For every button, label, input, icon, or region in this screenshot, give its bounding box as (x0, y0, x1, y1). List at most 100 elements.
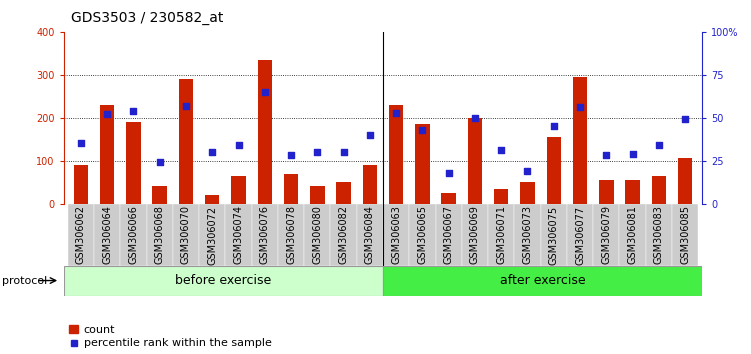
Bar (593, 204, 620, 266)
Bar (284, 173, 298, 204)
Bar (357, 204, 383, 266)
Text: GSM306067: GSM306067 (444, 205, 454, 264)
Point (207, 149, 219, 155)
Bar (436, 204, 462, 266)
Text: GSM306070: GSM306070 (181, 205, 191, 264)
Bar (146, 204, 173, 266)
Point (679, 116, 691, 122)
Point (390, 110, 402, 115)
Bar (173, 204, 199, 266)
Bar (468, 118, 482, 204)
Bar (74, 165, 88, 204)
Bar (258, 60, 272, 204)
Bar (179, 79, 193, 204)
Text: GSM306080: GSM306080 (312, 205, 322, 264)
Bar (231, 176, 246, 204)
Text: before exercise: before exercise (175, 274, 272, 287)
Bar (383, 266, 702, 296)
Point (75, 141, 87, 146)
Bar (567, 204, 593, 266)
Bar (573, 77, 587, 204)
Bar (541, 204, 567, 266)
Text: GSM306075: GSM306075 (549, 205, 559, 264)
Point (547, 124, 559, 129)
Bar (68, 204, 94, 266)
Text: GSM306076: GSM306076 (260, 205, 270, 264)
Bar (64, 266, 383, 296)
Legend: count, percentile rank within the sample: count, percentile rank within the sample (69, 325, 272, 348)
Text: GSM306085: GSM306085 (680, 205, 690, 264)
Bar (652, 176, 666, 204)
Bar (494, 189, 508, 204)
Point (101, 112, 113, 117)
Text: GSM306071: GSM306071 (496, 205, 506, 264)
Bar (520, 182, 535, 204)
Text: GSM306083: GSM306083 (654, 205, 664, 264)
Point (128, 108, 140, 114)
Text: GSM306066: GSM306066 (128, 205, 138, 264)
Point (442, 170, 454, 176)
Bar (409, 204, 436, 266)
Bar (599, 180, 614, 204)
Text: GDS3503 / 230582_at: GDS3503 / 230582_at (71, 11, 224, 25)
Point (495, 148, 507, 153)
Text: GSM306077: GSM306077 (575, 205, 585, 264)
Bar (336, 182, 351, 204)
Bar (389, 105, 403, 204)
Point (521, 168, 533, 174)
Bar (672, 204, 698, 266)
Text: GSM306064: GSM306064 (102, 205, 112, 264)
Bar (199, 204, 225, 266)
Text: GSM306078: GSM306078 (286, 205, 296, 264)
Bar (225, 204, 252, 266)
Bar (310, 186, 324, 204)
Text: GSM306084: GSM306084 (365, 205, 375, 264)
Bar (678, 159, 692, 204)
Point (653, 142, 665, 148)
Bar (278, 204, 304, 266)
Bar (120, 204, 146, 266)
Point (626, 151, 638, 156)
Text: GSM306073: GSM306073 (523, 205, 532, 264)
Bar (514, 204, 541, 266)
Point (338, 149, 350, 155)
Text: GSM306081: GSM306081 (628, 205, 638, 264)
Text: GSM306074: GSM306074 (234, 205, 243, 264)
Point (364, 132, 376, 138)
Bar (488, 204, 514, 266)
Point (469, 115, 481, 120)
Bar (415, 124, 430, 204)
Point (574, 104, 586, 110)
Point (285, 153, 297, 158)
Bar (252, 204, 278, 266)
Text: GSM306079: GSM306079 (602, 205, 611, 264)
Bar (363, 165, 377, 204)
Point (600, 153, 612, 158)
Bar (646, 204, 672, 266)
Bar (330, 204, 357, 266)
Text: protocol: protocol (2, 275, 47, 286)
Bar (126, 122, 140, 204)
Point (154, 160, 166, 165)
Point (312, 149, 324, 155)
Bar (205, 195, 219, 204)
Text: GSM306063: GSM306063 (391, 205, 401, 264)
Point (180, 103, 192, 109)
Text: GSM306062: GSM306062 (76, 205, 86, 264)
Bar (442, 193, 456, 204)
Text: GSM306082: GSM306082 (339, 205, 348, 264)
Bar (547, 137, 561, 204)
Text: GSM306072: GSM306072 (207, 205, 217, 264)
Point (416, 127, 428, 132)
Bar (94, 204, 120, 266)
Bar (383, 204, 409, 266)
Bar (626, 180, 640, 204)
Text: GSM306068: GSM306068 (155, 205, 164, 264)
Point (259, 89, 271, 95)
Point (233, 142, 245, 148)
Bar (152, 186, 167, 204)
Text: GSM306065: GSM306065 (418, 205, 427, 264)
Text: after exercise: after exercise (499, 274, 586, 287)
Bar (304, 204, 330, 266)
Bar (100, 105, 114, 204)
